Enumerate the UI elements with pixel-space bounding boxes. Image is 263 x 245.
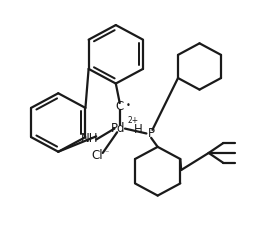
Text: P: P xyxy=(148,127,155,140)
Text: Cl: Cl xyxy=(92,149,103,162)
Text: C: C xyxy=(116,100,124,113)
Text: H: H xyxy=(134,123,143,136)
Text: 2+: 2+ xyxy=(128,116,139,125)
Text: •: • xyxy=(125,101,130,110)
Text: ⁻: ⁻ xyxy=(105,148,109,157)
Text: Pd: Pd xyxy=(111,122,126,135)
Text: NH: NH xyxy=(81,132,98,145)
